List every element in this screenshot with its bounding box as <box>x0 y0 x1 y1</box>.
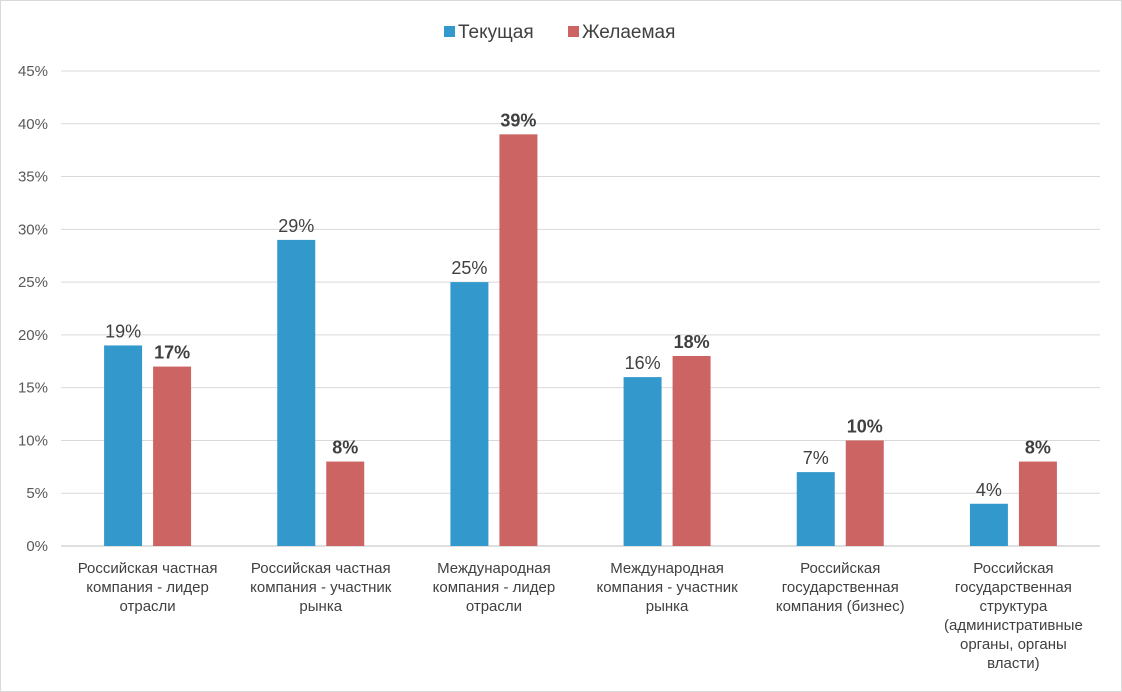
data-label: 7% <box>803 448 829 468</box>
bar-current <box>104 345 143 546</box>
data-label: 10% <box>847 416 883 436</box>
legend-swatch <box>444 26 455 37</box>
x-category-label: Российская частная компания - участник рын… <box>250 560 392 615</box>
bar-desired <box>153 366 192 546</box>
data-label: 18% <box>674 332 710 352</box>
data-label: 16% <box>625 353 661 373</box>
x-category-label: Российская государственная структура (админ… <box>944 560 1083 672</box>
y-tick-label: 0% <box>26 538 48 555</box>
y-tick-label: 20% <box>18 327 48 344</box>
bar-current <box>796 472 835 546</box>
y-axis: 0% 5% 10% 15% 20% 25% 30% 35% 40% 45% <box>18 63 48 555</box>
bar-current <box>277 239 316 546</box>
bar-current <box>969 503 1008 546</box>
legend-label: Текущая <box>458 22 534 43</box>
legend-swatch <box>568 26 579 37</box>
data-label: 19% <box>105 321 141 341</box>
y-tick-label: 35% <box>18 169 48 186</box>
y-tick-label: 10% <box>18 432 48 449</box>
gridlines <box>61 70 1100 547</box>
y-tick-label: 30% <box>18 221 48 238</box>
data-labels: 19% 29% 25% 16% 7% 4% 17% 8% 39% 18% 10% 8% <box>105 110 1051 499</box>
legend-item: Текущая <box>444 22 534 43</box>
x-axis: Российская частная компания - лидер отрасл… <box>78 560 1083 672</box>
data-label: 25% <box>451 258 487 278</box>
bar-current <box>450 282 489 546</box>
data-label: 39% <box>500 110 536 130</box>
bar-desired <box>845 440 884 546</box>
data-label: 8% <box>332 438 358 458</box>
legend: Текущая Желаемая <box>444 22 675 43</box>
bar-current <box>623 377 662 546</box>
bar-desired <box>326 461 365 546</box>
x-category-label: Российская частная компания - лидер отрасл… <box>78 560 218 615</box>
legend-label: Желаемая <box>582 22 675 43</box>
bar-desired <box>1018 461 1057 546</box>
data-label: 4% <box>976 480 1002 500</box>
y-tick-label: 40% <box>18 116 48 133</box>
y-tick-label: 5% <box>26 485 48 502</box>
y-tick-label: 45% <box>18 63 48 80</box>
data-label: 17% <box>154 343 190 363</box>
data-label: 8% <box>1025 438 1051 458</box>
data-label: 29% <box>278 216 314 236</box>
x-category-label: Российская государственная компания (бизне… <box>776 560 905 615</box>
bars <box>104 134 1057 547</box>
legend-item: Желаемая <box>568 22 675 43</box>
x-category-label: Международная компания - лидер отрасли <box>433 560 556 615</box>
bar-desired <box>499 134 538 547</box>
y-tick-label: 25% <box>18 274 48 291</box>
y-tick-label: 15% <box>18 380 48 397</box>
x-category-label: Международная компания - участник рынка <box>596 560 738 615</box>
bar-desired <box>672 356 711 546</box>
